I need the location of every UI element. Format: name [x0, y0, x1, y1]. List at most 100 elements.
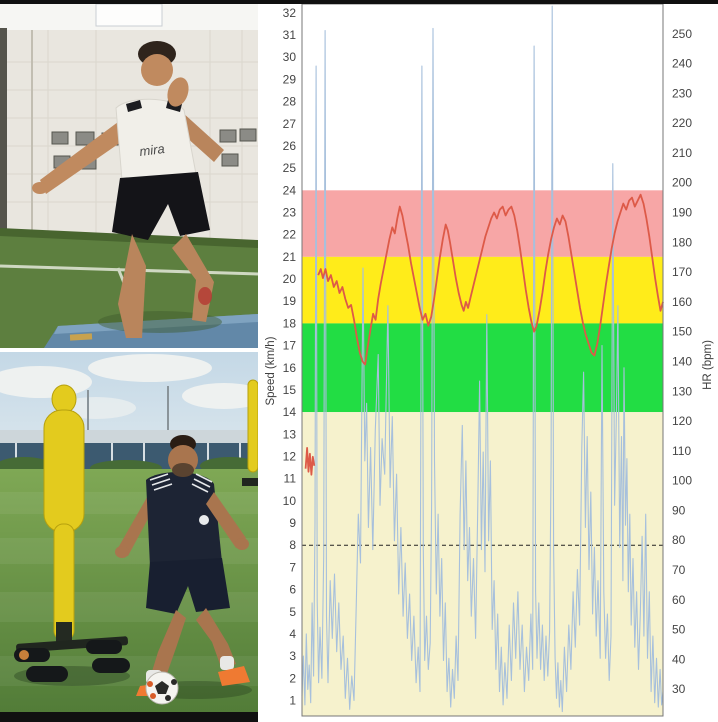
club-crest	[199, 515, 209, 525]
front-leg	[150, 610, 186, 682]
hr-axis-tick: 120	[672, 414, 692, 428]
speed-axis-tick: 16	[283, 361, 297, 375]
hr-axis-tick: 240	[672, 57, 692, 71]
hr-axis-tick: 40	[672, 652, 686, 666]
hr-axis-tick: 160	[672, 295, 692, 309]
speed-axis-tick: 19	[283, 294, 297, 308]
speed-axis-tick: 13	[283, 427, 297, 441]
hr-axis-tick: 100	[672, 474, 692, 488]
speed-axis-tick: 30	[283, 50, 297, 64]
back-boot	[218, 666, 250, 686]
hr-axis-tick: 250	[672, 27, 692, 41]
hr-series-line	[317, 193, 664, 366]
shoulder-stripes	[149, 473, 213, 493]
speed-axis-tick: 31	[283, 28, 297, 42]
speed-axis-tick: 4	[289, 627, 296, 641]
back-sock	[220, 656, 234, 670]
hr-axis-tick: 150	[672, 325, 692, 339]
clouds	[0, 354, 258, 419]
hr-axis-tick: 200	[672, 176, 692, 190]
speed-axis-tick: 32	[283, 6, 297, 20]
front-leg	[118, 234, 146, 338]
hr-axis-title: HR (bpm)	[702, 340, 714, 390]
hr-axis-tick: 110	[672, 444, 691, 458]
back-hand	[115, 546, 129, 558]
speed-axis-tick: 29	[283, 72, 297, 86]
hr-axis-tick: 140	[672, 354, 692, 368]
hr-axis-tick: 190	[672, 206, 692, 220]
bent-arm	[176, 112, 224, 162]
speed-axis-tick: 6	[289, 583, 296, 597]
hr-axis-tick: 230	[672, 86, 692, 100]
player-indoor: mira	[32, 41, 224, 338]
speed-axis-tick: 8	[289, 538, 296, 552]
player-beard	[172, 463, 194, 477]
speed-axis-tick: 5	[289, 605, 296, 619]
mannequin-head	[51, 384, 77, 414]
speed-axis-tick: 23	[283, 205, 297, 219]
back-arm	[118, 492, 156, 556]
hr-axis-tick: 60	[672, 593, 686, 607]
speed-axis-tick: 3	[289, 649, 296, 663]
wall-base-strip	[0, 228, 258, 248]
speed-axis-tick: 27	[283, 117, 297, 131]
speed-axis-tick: 28	[283, 95, 297, 109]
navy-jersey	[146, 472, 222, 577]
hr-axis-tick: 180	[672, 235, 692, 249]
speed-axis-tick: 1	[289, 693, 296, 707]
speed-axis-tick: 9	[289, 516, 296, 530]
ceiling-window	[95, 4, 163, 27]
clasped-hands	[167, 77, 189, 107]
player-head	[141, 54, 173, 86]
speed-axis-tick: 18	[283, 316, 297, 330]
speed-axis-tick: 25	[283, 161, 297, 175]
hr-axis-tick: 210	[672, 146, 692, 160]
hr-axis-tick: 90	[672, 503, 686, 517]
door-frame	[0, 28, 7, 230]
hr-axis-tick: 220	[672, 116, 692, 130]
speed-axis-tick: 10	[283, 494, 297, 508]
hr-axis-tick: 30	[672, 682, 686, 696]
hr-axis-tick: 50	[672, 623, 686, 637]
football	[145, 671, 179, 705]
speed-axis-tick: 7	[289, 560, 296, 574]
chart-plot-border	[301, 3, 664, 717]
jersey-text: mira	[139, 141, 166, 159]
jersey-strap-left	[126, 100, 142, 112]
hr-series-line	[304, 446, 316, 476]
speed-axis-tick: 15	[283, 383, 297, 397]
speed-axis-title: Speed (km/h)	[265, 336, 277, 406]
speed-axis-tick: 11	[284, 472, 297, 486]
outdoor-training-photo	[0, 352, 258, 713]
speed-axis-tick: 17	[283, 339, 297, 353]
training-mannequin	[14, 384, 130, 682]
extended-arm	[40, 122, 124, 194]
hr-axis-tick: 70	[672, 563, 686, 577]
photo-column: mira	[0, 0, 258, 722]
speed-axis-tick: 24	[283, 183, 297, 197]
speed-axis-tick: 21	[283, 250, 297, 264]
speed-axis-tick: 14	[283, 405, 297, 419]
speed-axis-tick: 22	[283, 228, 297, 242]
knee-band	[198, 287, 212, 305]
indoor-training-photo: mira	[0, 4, 258, 348]
speed-axis-tick: 12	[283, 449, 297, 463]
second-mannequin-sled	[242, 478, 258, 486]
front-arm	[206, 492, 246, 548]
extended-hand	[32, 182, 48, 194]
navy-shorts	[146, 558, 230, 614]
second-mannequin-partial	[247, 379, 258, 473]
hr-axis-tick: 80	[672, 533, 686, 547]
speed-axis-tick: 20	[283, 272, 297, 286]
speed-axis-tick: 26	[283, 139, 297, 153]
mannequin-torso	[43, 409, 85, 533]
black-shorts	[112, 172, 210, 240]
speed-hr-chart: 1234567891011121314151617181920212223242…	[283, 3, 692, 717]
sled-hub	[19, 650, 29, 660]
speed-series-line	[301, 5, 664, 713]
training-mat-edge	[54, 314, 258, 334]
back-leg	[196, 608, 236, 670]
hr-axis-tick: 130	[672, 384, 692, 398]
speed-axis-tick: 2	[289, 671, 296, 685]
hr-axis-tick: 170	[672, 265, 692, 279]
